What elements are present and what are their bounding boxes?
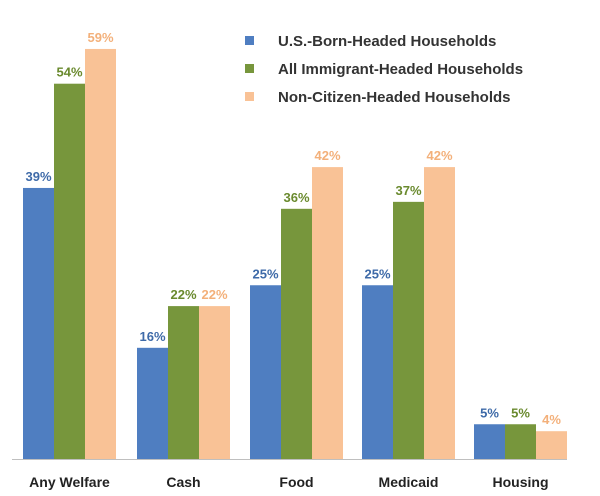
legend-swatch xyxy=(245,92,254,101)
bar-cash-series-2 xyxy=(168,306,199,459)
data-label: 22% xyxy=(201,287,227,302)
data-label: 54% xyxy=(56,65,82,80)
bar-housing-series-2 xyxy=(505,424,536,459)
x-tick-label: Housing xyxy=(493,474,549,490)
legend-label: All Immigrant-Headed Households xyxy=(278,61,523,78)
data-label: 25% xyxy=(364,266,390,281)
legend-swatch xyxy=(245,64,254,73)
legend-swatch xyxy=(245,36,254,45)
bar-food-series-2 xyxy=(281,208,312,459)
bar-medicaid-series-2 xyxy=(393,201,424,459)
bar-medicaid-series-3 xyxy=(424,167,455,459)
data-labels: 39% 16% 25% 25% 5% 54% 22% 36% 37% 5% 59% 22% 42% 42%… xyxy=(25,30,561,427)
legend-label: U.S.-Born-Headed Households xyxy=(278,33,496,50)
x-tick-label: Cash xyxy=(166,474,200,490)
data-label: 16% xyxy=(139,329,165,344)
bar-cash-series-3 xyxy=(199,306,230,459)
data-label: 4% xyxy=(542,412,561,427)
bar-any-welfare-series-1 xyxy=(23,187,54,459)
bar-medicaid-series-1 xyxy=(362,285,393,459)
data-label: 59% xyxy=(87,30,113,45)
legend: U.S.-Born-Headed Households All Immigrant… xyxy=(245,33,523,106)
bar-food-series-3 xyxy=(312,167,343,459)
legend-label: Non-Citizen-Headed Households xyxy=(278,89,511,106)
data-label: 37% xyxy=(395,183,421,198)
data-label: 5% xyxy=(480,405,499,420)
data-label: 39% xyxy=(25,169,51,184)
category-labels: Any Welfare Cash Food Medicaid Housing xyxy=(29,474,548,490)
data-label: 42% xyxy=(314,148,340,163)
bar-housing-series-1 xyxy=(474,424,505,459)
bar-cash-series-1 xyxy=(137,347,168,459)
bar-any-welfare-series-2 xyxy=(54,83,85,459)
x-tick-label: Any Welfare xyxy=(29,474,110,490)
data-label: 22% xyxy=(170,287,196,302)
bars xyxy=(23,48,567,459)
data-label: 25% xyxy=(252,266,278,281)
x-tick-label: Medicaid xyxy=(379,474,439,490)
data-label: 36% xyxy=(283,190,309,205)
bar-food-series-1 xyxy=(250,285,281,459)
data-label: 5% xyxy=(511,405,530,420)
data-label: 42% xyxy=(426,148,452,163)
bar-any-welfare-series-3 xyxy=(85,48,116,459)
bar-housing-series-3 xyxy=(536,431,567,459)
x-tick-label: Food xyxy=(279,474,313,490)
